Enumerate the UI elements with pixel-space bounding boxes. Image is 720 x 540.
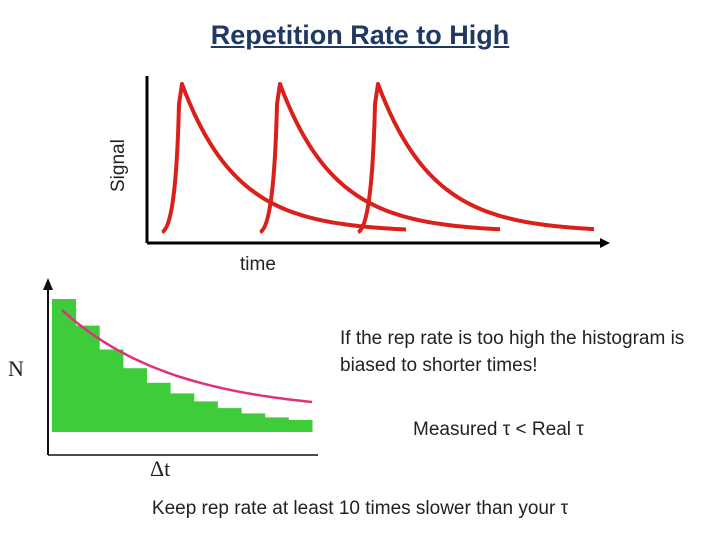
exponential-curve (61, 309, 313, 404)
measured-vs-real: Measured τ < Real τ (413, 419, 584, 440)
signal-ylabel: Signal (108, 139, 129, 192)
histogram-bar-11 (288, 420, 313, 432)
histogram-bar-1 (52, 299, 77, 432)
signal-xlabel: time (240, 254, 276, 275)
signal-pulse-1 (160, 82, 407, 234)
slide-title: Repetition Rate to High (210, 20, 510, 50)
histogram-bar-10 (264, 417, 289, 432)
histogram-bar-6 (170, 393, 195, 432)
footer-advice: Keep rep rate at least 10 times slower t… (151, 498, 569, 519)
histogram-xlabel: Δt (150, 456, 171, 481)
signal-axes (145, 76, 610, 248)
signal-pulses (160, 82, 595, 234)
histogram-bar-7 (193, 401, 218, 432)
histogram-bar-9 (241, 413, 266, 432)
histogram-bars (52, 299, 313, 432)
histogram-y-arrowhead (43, 278, 53, 290)
signal-pulse-3 (356, 82, 595, 234)
histogram-bar-5 (146, 382, 171, 432)
histogram-bar-8 (217, 408, 242, 432)
histogram-bar-2 (75, 325, 100, 432)
histogram-axes (43, 278, 318, 456)
signal-pulse-2 (258, 82, 501, 234)
bias-note: If the rep rate is too high the histogra… (340, 328, 685, 376)
signal-x-arrowhead (600, 238, 610, 248)
histogram-bar-4 (122, 368, 147, 432)
histogram-ylabel: N (8, 356, 24, 381)
histogram-bar-3 (99, 349, 124, 432)
